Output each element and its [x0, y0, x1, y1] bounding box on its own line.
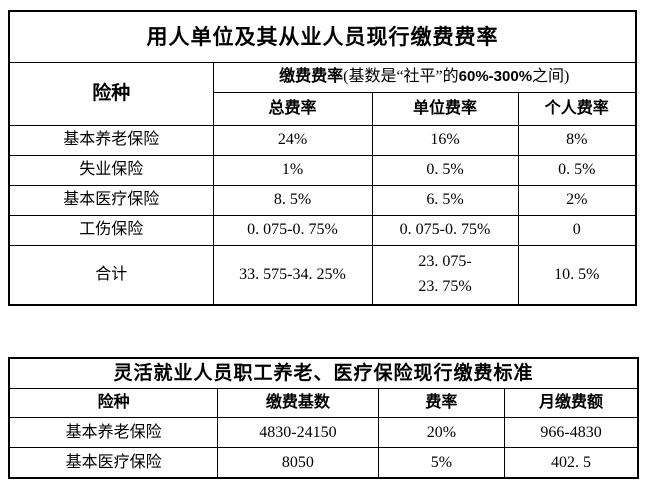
rate-group-prefix: 缴费费率: [279, 68, 344, 86]
table1-header-total-rate: 总费率: [212, 92, 373, 126]
row-label: 基本医疗保险: [8, 447, 219, 479]
table1-title: 用人单位及其从业人员现行缴费费率: [8, 10, 637, 63]
table-row-medical-flexible: 基本医疗保险 8050 5% 402. 5: [8, 447, 639, 479]
table-row-medical: 基本医疗保险 8. 5% 6. 5% 2%: [8, 185, 637, 216]
table1-title-row: 用人单位及其从业人员现行缴费费率: [8, 10, 637, 63]
rate-group-bracket-pre: (基数是“社平”的: [343, 68, 459, 86]
table2-header-insurance-type: 险种: [8, 388, 219, 419]
employer-rate-value: 6. 5%: [371, 185, 519, 216]
row-label: 基本养老保险: [8, 417, 219, 449]
rate-value: 5%: [377, 447, 506, 479]
row-label: 基本医疗保险: [8, 185, 214, 216]
employer-employee-rates-table: 用人单位及其从业人员现行缴费费率 险种 缴费费率(基数是“社平”的60%-300…: [8, 10, 637, 306]
table1-header-rate-group: 缴费费率(基数是“社平”的60%-300%之间): [212, 62, 637, 93]
table1-header-row-1: 险种 缴费费率(基数是“社平”的60%-300%之间): [8, 62, 637, 126]
personal-rate-value: 10. 5%: [517, 245, 637, 306]
contribution-base-value: 8050: [217, 447, 379, 479]
rate-group-range: 60%-300%: [458, 68, 533, 86]
personal-rate-value: 8%: [517, 125, 637, 156]
table-row-total: 合计 33. 575-34. 25% 23. 075- 23. 75% 10. …: [8, 245, 637, 306]
monthly-amount-value: 402. 5: [504, 447, 639, 479]
table2-header-monthly-amount: 月缴费额: [504, 388, 639, 419]
table2-header-rate: 费率: [377, 388, 506, 419]
contribution-base-value: 4830-24150: [217, 417, 379, 449]
monthly-amount-value: 966-4830: [504, 417, 639, 449]
row-label: 失业保险: [8, 155, 214, 186]
table1-header-employer-rate: 单位费率: [371, 92, 519, 126]
total-rate-value: 0. 075-0. 75%: [212, 215, 373, 246]
personal-rate-value: 0. 5%: [517, 155, 637, 186]
table1-header-insurance-type: 险种: [8, 62, 214, 126]
table-row-unemployment: 失业保险 1% 0. 5% 0. 5%: [8, 155, 637, 186]
rate-value: 20%: [377, 417, 506, 449]
total-rate-value: 8. 5%: [212, 185, 373, 216]
total-rate-value: 1%: [212, 155, 373, 186]
table2-title: 灵活就业人员职工养老、医疗保险现行缴费标准: [8, 357, 639, 390]
total-rate-value: 33. 575-34. 25%: [212, 245, 373, 306]
employer-rate-value: 16%: [371, 125, 519, 156]
row-label: 合计: [8, 245, 214, 306]
table2-header-row: 险种 缴费基数 费率 月缴费额: [8, 388, 639, 419]
table2-header-contribution-base: 缴费基数: [217, 388, 379, 419]
personal-rate-value: 0: [517, 215, 637, 246]
row-label: 工伤保险: [8, 215, 214, 246]
personal-rate-value: 2%: [517, 185, 637, 216]
table-row-work-injury: 工伤保险 0. 075-0. 75% 0. 075-0. 75% 0: [8, 215, 637, 246]
flexible-employment-rates-table: 灵活就业人员职工养老、医疗保险现行缴费标准 险种 缴费基数 费率 月缴费额 基本…: [8, 357, 639, 480]
table1-header-personal-rate: 个人费率: [517, 92, 637, 126]
employer-rate-value: 0. 075-0. 75%: [371, 215, 519, 246]
rate-group-bracket-post: 之间): [532, 68, 570, 86]
employer-rate-value: 0. 5%: [371, 155, 519, 186]
table2-title-row: 灵活就业人员职工养老、医疗保险现行缴费标准: [8, 357, 639, 390]
table1-header-row-2: 总费率 单位费率 个人费率: [9, 92, 637, 126]
table-row-pension-flexible: 基本养老保险 4830-24150 20% 966-4830: [8, 417, 639, 449]
table-row-pension: 基本养老保险 24% 16% 8%: [8, 125, 637, 156]
row-label: 基本养老保险: [8, 125, 214, 156]
total-rate-value: 24%: [212, 125, 373, 156]
employer-rate-value: 23. 075- 23. 75%: [371, 245, 519, 306]
